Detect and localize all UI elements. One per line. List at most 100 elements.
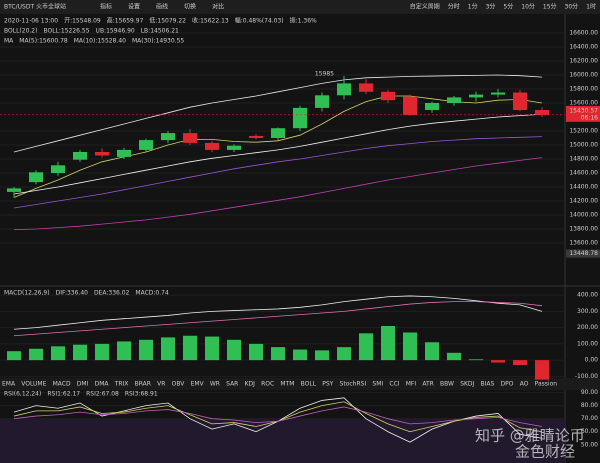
y-tick-label: 16200.00 bbox=[569, 58, 598, 65]
candle-body bbox=[227, 145, 241, 150]
macd-bar bbox=[491, 360, 505, 363]
indicator-tab[interactable]: DMA bbox=[95, 381, 110, 388]
y-tick-label: -100.00 bbox=[575, 373, 598, 380]
info-text: BOLL:15226.55 bbox=[43, 28, 89, 35]
info-text: 低:15079.22 bbox=[149, 17, 186, 25]
toolbar-button[interactable]: 指标 bbox=[100, 3, 112, 11]
macd-bar bbox=[227, 339, 241, 361]
indicator-tab[interactable]: MFI bbox=[406, 381, 417, 388]
indicator-tab[interactable]: WR bbox=[210, 381, 220, 388]
y-tick-label: 15200.00 bbox=[569, 128, 598, 135]
candle-body bbox=[403, 96, 417, 115]
toolbar-button[interactable]: 切换 bbox=[184, 3, 196, 11]
candle-body bbox=[117, 149, 131, 157]
period-button[interactable]: 5分 bbox=[503, 3, 513, 11]
candle-body bbox=[535, 110, 549, 115]
indicator-tab[interactable]: Passion bbox=[535, 381, 558, 388]
macd-bar bbox=[7, 351, 21, 361]
toolbar-button[interactable]: 对比 bbox=[212, 3, 224, 11]
toolbar-button[interactable]: 画线 bbox=[156, 3, 168, 11]
period-button[interactable]: 10分 bbox=[521, 3, 535, 11]
indicator-tab[interactable]: ATR bbox=[422, 381, 433, 388]
candle-body bbox=[271, 128, 285, 138]
low-marker-box bbox=[566, 249, 600, 258]
indicator-tab[interactable]: EMV bbox=[191, 381, 205, 388]
candle-body bbox=[491, 92, 505, 95]
indicator-tab[interactable]: OBV bbox=[172, 381, 186, 388]
indicator-tab[interactable]: AO bbox=[520, 381, 529, 388]
indicator-tab[interactable]: ROC bbox=[261, 381, 274, 388]
toolbar-button[interactable]: 设置 bbox=[128, 3, 140, 11]
macd-bar bbox=[535, 360, 549, 380]
indicator-tab[interactable]: PSY bbox=[322, 381, 333, 388]
indicator-tab[interactable]: MTM bbox=[280, 381, 294, 388]
tab-bar bbox=[0, 378, 600, 390]
info-text: BOLL(20,2) bbox=[4, 28, 37, 35]
candle-body bbox=[161, 133, 175, 141]
candle-body bbox=[293, 107, 307, 129]
candle-body bbox=[183, 133, 197, 143]
info-text: 幅:0.48%(74.03) bbox=[235, 17, 284, 25]
watermark: 知乎 @雅睛论币 bbox=[475, 427, 585, 445]
low-marker-label: 13448.78 bbox=[569, 250, 598, 257]
candle-body bbox=[315, 95, 329, 108]
candle-body bbox=[7, 188, 21, 192]
period-button[interactable]: 自定义周期 bbox=[410, 3, 440, 11]
info-text: MACD:0.74 bbox=[135, 290, 169, 297]
period-button[interactable]: 30分 bbox=[565, 3, 579, 11]
info-text: 收:15622.13 bbox=[192, 17, 229, 25]
indicator-tab[interactable]: DPO bbox=[501, 381, 514, 388]
y-tick-label: 400.00 bbox=[577, 292, 598, 299]
indicator-tab[interactable]: StochRSI bbox=[340, 381, 367, 388]
macd-bar bbox=[359, 333, 373, 361]
macd-bar bbox=[469, 359, 483, 361]
period-button[interactable]: 1分 bbox=[468, 3, 478, 11]
info-text: 振:1.36% bbox=[290, 17, 317, 25]
macd-bar bbox=[271, 347, 285, 361]
indicator-tab[interactable]: TRIX bbox=[114, 381, 129, 388]
period-button[interactable]: 3分 bbox=[486, 3, 496, 11]
macd-bar bbox=[315, 350, 329, 361]
y-tick-label: 14600.00 bbox=[569, 170, 598, 177]
period-button[interactable]: 1时 bbox=[586, 3, 596, 11]
candle-body bbox=[139, 140, 153, 150]
macd-bar bbox=[403, 332, 417, 361]
indicator-tab[interactable]: EMA bbox=[2, 381, 16, 388]
indicator-tab[interactable]: MACD bbox=[53, 381, 71, 388]
y-tick-label: 15000.00 bbox=[569, 142, 598, 149]
indicator-tab[interactable]: KDJ bbox=[245, 381, 256, 388]
indicator-tab[interactable]: SKDJ bbox=[460, 381, 474, 388]
macd-bar bbox=[161, 337, 175, 361]
indicator-tab[interactable]: DMI bbox=[77, 381, 89, 388]
indicator-tab[interactable]: SMI bbox=[372, 381, 383, 388]
indicator-tab[interactable]: BOLL bbox=[301, 381, 317, 388]
indicator-tab[interactable]: VOLUME bbox=[21, 381, 46, 388]
info-text: DEA:336.02 bbox=[94, 290, 130, 297]
indicator-line bbox=[13, 74, 543, 153]
period-button[interactable]: 15分 bbox=[543, 3, 557, 11]
macd-bar bbox=[249, 343, 263, 361]
y-tick-label: 300.00 bbox=[577, 308, 598, 315]
candle-body bbox=[337, 83, 351, 96]
indicator-tab[interactable]: VR bbox=[157, 381, 165, 388]
info-text: MACD(12,26,9) bbox=[4, 290, 50, 297]
indicator-tab[interactable]: BBW bbox=[440, 381, 454, 388]
indicator-tab[interactable]: SAR bbox=[226, 381, 238, 388]
indicator-tab[interactable]: BIAS bbox=[481, 381, 495, 388]
candle-body bbox=[469, 94, 483, 98]
symbol: BTC/USDT 火币全球站 bbox=[4, 3, 66, 11]
indicator-line bbox=[13, 157, 543, 231]
period-button[interactable]: 分时 bbox=[448, 3, 460, 11]
indicator-line bbox=[13, 406, 543, 427]
info-text: DIF:336.40 bbox=[56, 290, 89, 297]
y-tick-label: 13600.00 bbox=[569, 240, 598, 247]
macd-bar bbox=[51, 346, 65, 361]
macd-bar bbox=[425, 342, 439, 361]
y-tick-label: 14800.00 bbox=[569, 156, 598, 163]
candle-body bbox=[359, 83, 373, 92]
indicator-tab[interactable]: CCI bbox=[389, 381, 399, 388]
y-tick-label: 80.00 bbox=[581, 402, 598, 409]
indicator-tab[interactable]: BRAR bbox=[135, 381, 151, 388]
info-text: RSI2:67.08 bbox=[86, 391, 119, 398]
